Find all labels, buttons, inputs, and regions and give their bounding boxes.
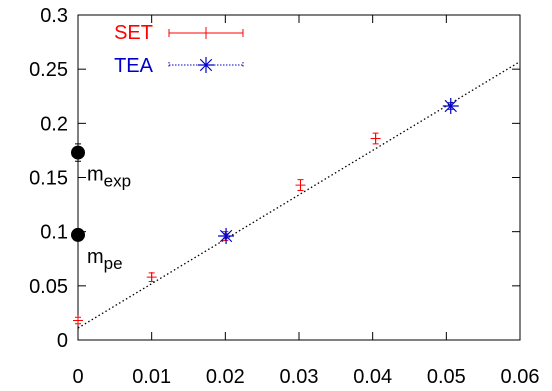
extra-point (71, 227, 85, 242)
data-point (370, 133, 381, 144)
y-tick-label: 0.25 (29, 59, 68, 81)
x-tick-label: 0.04 (353, 366, 392, 388)
y-tick-label: 0.05 (29, 276, 68, 298)
y-tick-label: 0.2 (40, 113, 68, 135)
legend-label-set: SET (114, 22, 153, 44)
extra-point-label: mpe (87, 246, 123, 273)
data-point (442, 98, 459, 114)
axis-ticks: 0 0.01 0.02 0.03 0.04 0.05 0.06 0 0.05 0.1 0.15 0.2… (29, 5, 539, 388)
extra-point-label: mexp (87, 164, 131, 191)
data-point (218, 228, 235, 244)
extra-point (71, 145, 85, 160)
y-tick-label: 0 (57, 330, 68, 352)
fit-line-layer (77, 61, 521, 329)
x-tick-label: 0 (72, 366, 83, 388)
x-tick-label: 0.06 (501, 366, 540, 388)
extra-point-label-sub: exp (104, 172, 131, 191)
fit-line (77, 61, 521, 329)
x-tick-label: 0.05 (427, 366, 466, 388)
legend: SET TEA (114, 22, 244, 77)
x-tick-label: 0.03 (280, 366, 319, 388)
extra-points: mexp mpe (71, 143, 131, 273)
y-tick-label: 0.1 (40, 222, 68, 244)
legend-sample-tea (168, 57, 244, 73)
x-tick-label: 0.02 (206, 366, 245, 388)
legend-label-tea: TEA (114, 55, 154, 77)
data-point (146, 272, 157, 283)
y-tick-label: 0.15 (29, 168, 68, 190)
legend-sample-marker (200, 27, 212, 39)
legend-sample-marker (198, 57, 214, 73)
legend-sample-set (168, 27, 244, 39)
data-point (73, 315, 83, 326)
x-tick-label: 0.01 (132, 366, 171, 388)
y-tick-label: 0.3 (40, 5, 68, 27)
data-marks (73, 98, 459, 326)
data-point (295, 180, 306, 191)
extra-point-label-sub: pe (104, 254, 123, 273)
